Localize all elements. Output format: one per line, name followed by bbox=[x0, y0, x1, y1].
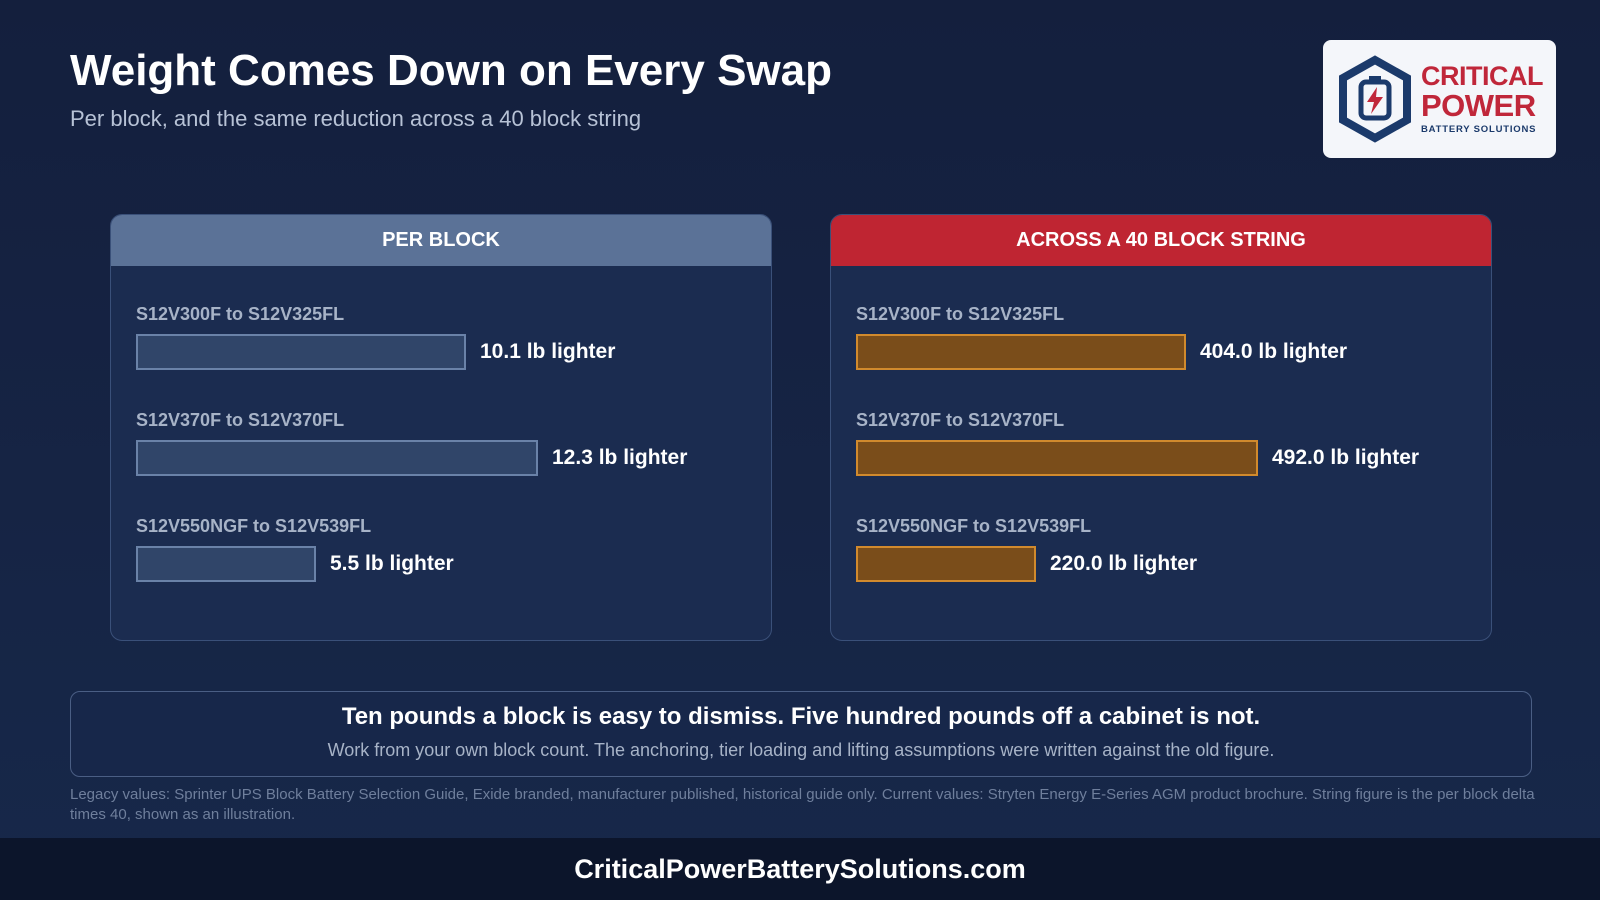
page-subtitle: Per block, and the same reduction across… bbox=[70, 106, 642, 131]
bar bbox=[136, 334, 466, 370]
bar-value-label: 10.1 lb lighter bbox=[480, 340, 616, 363]
bar-value-label: 492.0 lb lighter bbox=[1272, 446, 1420, 469]
string-panel-title: ACROSS A 40 BLOCK STRING bbox=[831, 215, 1491, 266]
bar-category-label: S12V550NGF to S12V539FL bbox=[136, 516, 372, 536]
company-logo: CRITICAL POWER BATTERY SOLUTIONS bbox=[1323, 40, 1556, 158]
bar-row: S12V300F to S12V325FL 10.1 lb lighter bbox=[136, 304, 615, 370]
bar-category-label: S12V300F to S12V325FL bbox=[136, 304, 345, 324]
bar-line: 5.5 lb lighter bbox=[136, 546, 454, 582]
bar-value-label: 12.3 lb lighter bbox=[552, 446, 688, 469]
bar-value-label: 404.0 lb lighter bbox=[1200, 340, 1348, 363]
source-note: Legacy values: Sprinter UPS Block Batter… bbox=[70, 786, 1535, 823]
logo-text-critical: CRITICAL bbox=[1421, 61, 1543, 92]
bar-line: 220.0 lb lighter bbox=[856, 546, 1197, 582]
bar bbox=[856, 546, 1036, 582]
footer-website: CriticalPowerBatterySolutions.com bbox=[0, 838, 1600, 900]
logo-text-power: POWER bbox=[1421, 88, 1536, 124]
per-block-panel: PER BLOCK S12V300F to S12V325FL 10.1 lb l… bbox=[110, 214, 772, 641]
bar-line: 12.3 lb lighter bbox=[136, 440, 687, 476]
page-title: Weight Comes Down on Every Swap bbox=[70, 46, 832, 95]
bar-category-label: S12V370F to S12V370FL bbox=[136, 410, 345, 430]
logo-text-tagline: BATTERY SOLUTIONS bbox=[1421, 124, 1537, 136]
bar-line: 492.0 lb lighter bbox=[856, 440, 1419, 476]
bar-line: 404.0 lb lighter bbox=[856, 334, 1347, 370]
bar-row: S12V300F to S12V325FL 404.0 lb lighter bbox=[856, 304, 1347, 370]
string-panel: ACROSS A 40 BLOCK STRING S12V300F to S12… bbox=[830, 214, 1492, 641]
bar bbox=[136, 440, 538, 476]
bar-row: S12V550NGF to S12V539FL 5.5 lb lighter bbox=[136, 516, 454, 582]
battery-bolt-hexagon-icon bbox=[1339, 55, 1411, 143]
bar-category-label: S12V550NGF to S12V539FL bbox=[856, 516, 1092, 536]
bar-row: S12V370F to S12V370FL 492.0 lb lighter bbox=[856, 410, 1419, 476]
bar-value-label: 5.5 lb lighter bbox=[330, 552, 454, 575]
bar-line: 10.1 lb lighter bbox=[136, 334, 615, 370]
bar-category-label: S12V300F to S12V325FL bbox=[856, 304, 1065, 324]
per-block-panel-title: PER BLOCK bbox=[111, 215, 771, 266]
bar-row: S12V370F to S12V370FL 12.3 lb lighter bbox=[136, 410, 687, 476]
bar bbox=[856, 440, 1258, 476]
bar-category-label: S12V370F to S12V370FL bbox=[856, 410, 1065, 430]
callout-subtext: Work from your own block count. The anch… bbox=[327, 740, 1275, 760]
bar-row: S12V550NGF to S12V539FL 220.0 lb lighter bbox=[856, 516, 1197, 582]
bar bbox=[856, 334, 1186, 370]
bar-value-label: 220.0 lb lighter bbox=[1050, 552, 1198, 575]
callout-headline: Ten pounds a block is easy to dismiss. F… bbox=[341, 703, 1261, 730]
callout-box: Ten pounds a block is easy to dismiss. F… bbox=[70, 691, 1532, 777]
bar bbox=[136, 546, 316, 582]
